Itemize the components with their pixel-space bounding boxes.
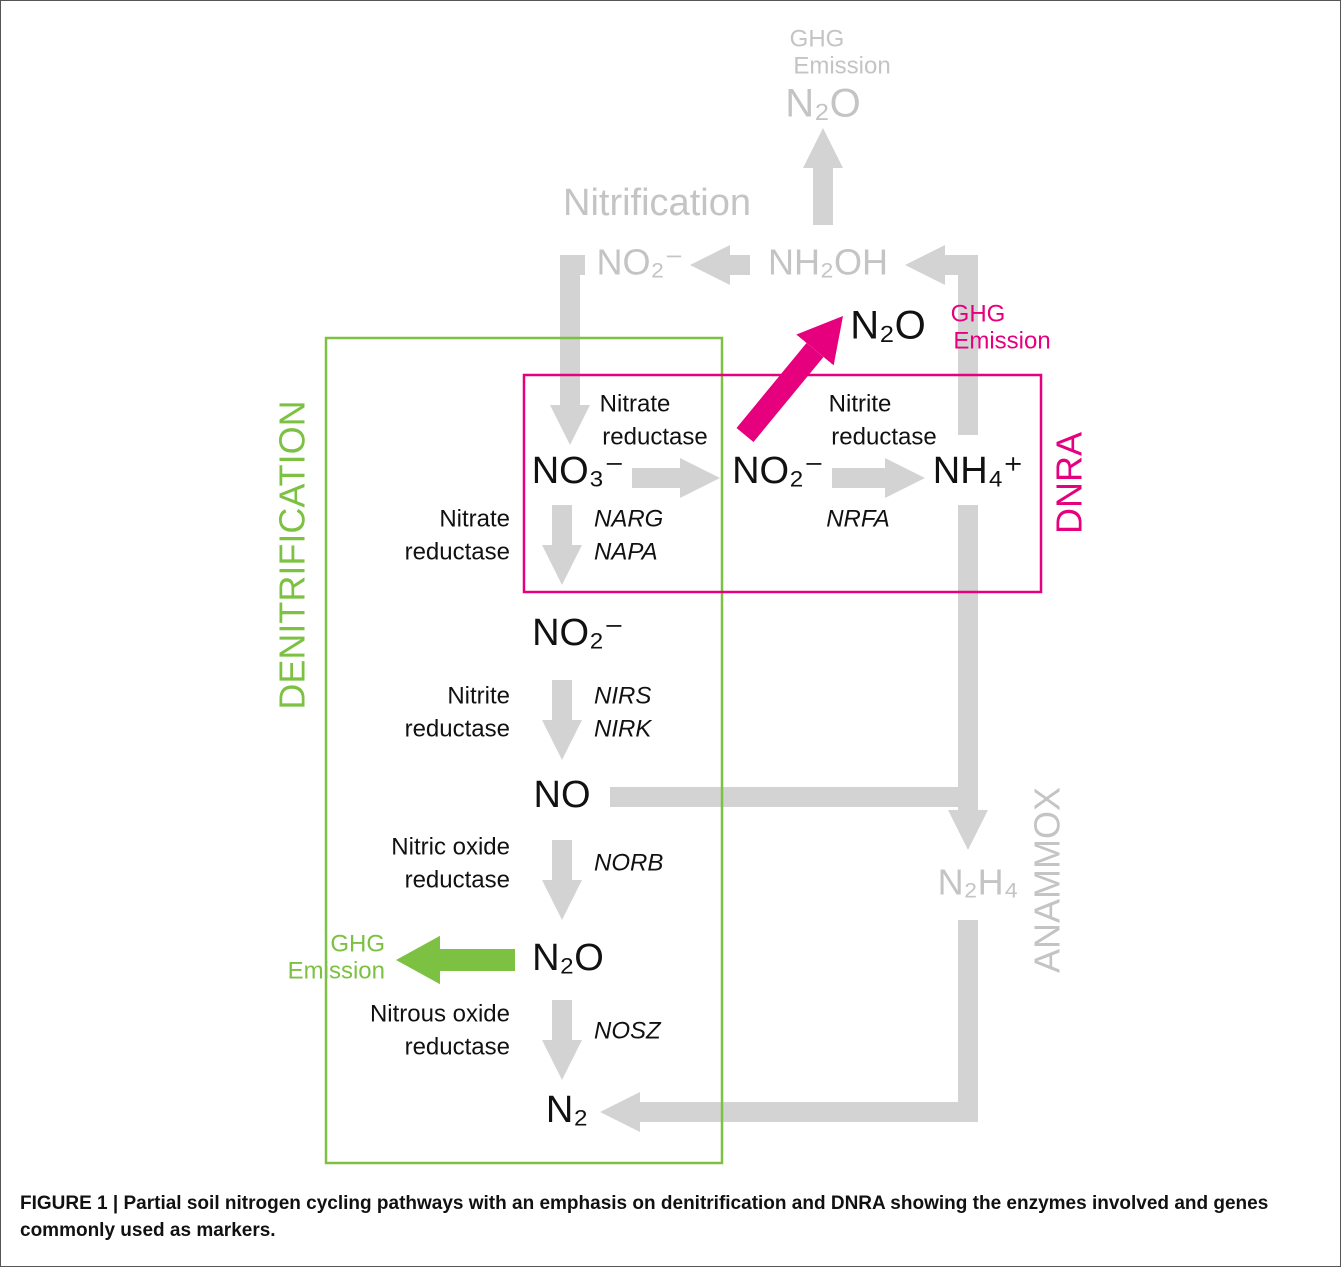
species: N₂O — [850, 304, 926, 348]
species: NH₂OH — [768, 242, 888, 283]
arrow — [905, 245, 978, 435]
gene: NORB — [594, 849, 663, 876]
label: Emission — [288, 957, 385, 984]
denitrification-box — [324, 336, 724, 1165]
species: NO₂⁻ — [532, 612, 624, 654]
species: N₂H₄ — [938, 862, 1019, 903]
enzyme: Nitrite — [829, 390, 892, 417]
arrows — [542, 128, 988, 1132]
gene: NIRS — [594, 682, 651, 709]
label: GHG — [790, 25, 845, 52]
label: Emission — [953, 327, 1050, 354]
arrow — [550, 255, 590, 445]
process-title: DNRA — [1049, 432, 1090, 534]
enzyme: reductase — [405, 715, 510, 742]
gene: NARG — [594, 505, 663, 532]
gene: NRFA — [826, 505, 890, 532]
enzyme: reductase — [602, 423, 707, 450]
label: GHG — [330, 930, 385, 957]
enzyme: Nitrous oxide — [370, 1000, 510, 1027]
label: GHG — [951, 300, 1006, 327]
dnra-box — [522, 373, 1043, 594]
enzyme: Nitrite — [447, 682, 510, 709]
gene: NIRK — [594, 715, 652, 742]
species: NO₃⁻ — [532, 450, 625, 492]
caption: FIGURE 1 | Partial soil nitrogen cycling… — [20, 1193, 1269, 1241]
diagram: GHG Emission N₂O Nitrification NO₂⁻ NH₂O… — [272, 25, 1090, 1165]
enzyme: Nitrate — [600, 390, 671, 417]
enzyme: Nitric oxide — [391, 833, 510, 860]
label: Emission — [793, 52, 890, 79]
enzyme: reductase — [405, 538, 510, 565]
process-title: ANAMMOX — [1027, 787, 1068, 973]
species: N₂O — [532, 937, 604, 979]
process-title: DENITRIFICATION — [272, 400, 313, 709]
process-title: Nitrification — [563, 182, 751, 224]
species: NO — [534, 774, 591, 816]
gene: NOSZ — [594, 1017, 662, 1044]
species: NO₂⁻ — [732, 450, 824, 492]
enzyme: reductase — [405, 866, 510, 893]
species: NO₂⁻ — [597, 242, 684, 283]
species: NH₄⁺ — [933, 450, 1023, 492]
enzyme: reductase — [405, 1033, 510, 1060]
enzyme: Nitrate — [439, 505, 510, 532]
species: N₂ — [546, 1089, 588, 1131]
enzyme: reductase — [831, 423, 936, 450]
arrow — [600, 920, 978, 1132]
species: N₂O — [785, 82, 861, 126]
labels: GHG Emission N₂O Nitrification NO₂⁻ NH₂O… — [272, 25, 1090, 1131]
gene: NAPA — [594, 538, 658, 565]
emission-arrow — [736, 316, 843, 442]
